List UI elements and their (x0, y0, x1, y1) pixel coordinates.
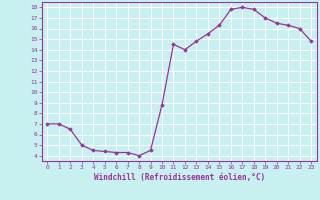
X-axis label: Windchill (Refroidissement éolien,°C): Windchill (Refroidissement éolien,°C) (94, 173, 265, 182)
